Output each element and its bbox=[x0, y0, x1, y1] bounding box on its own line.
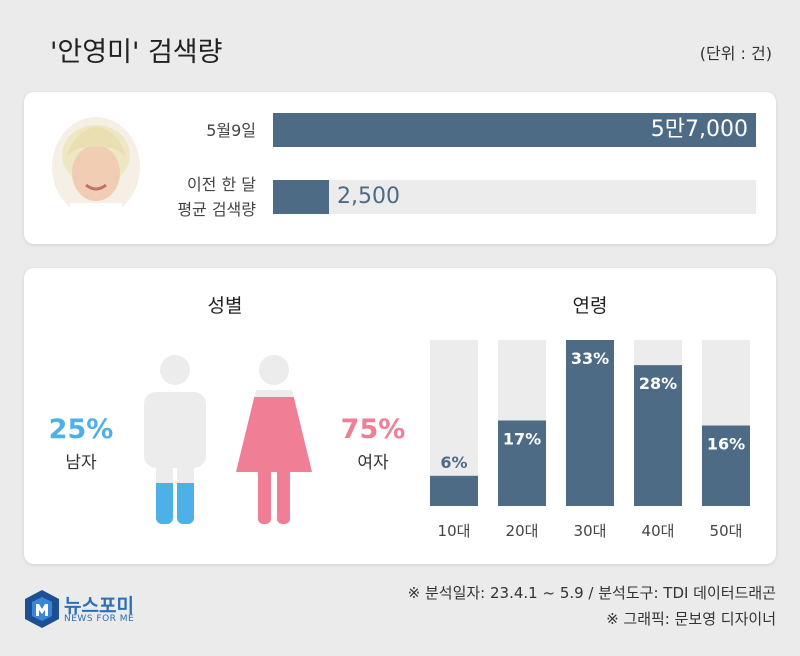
age-bar-0 bbox=[430, 475, 478, 506]
age-bar-1 bbox=[498, 420, 546, 506]
search-bar-1 bbox=[273, 180, 329, 214]
page-title: '안영미' 검색량 bbox=[50, 37, 223, 68]
male-figure-icon bbox=[144, 355, 206, 524]
row-label-1-line-1: 평균 검색량 bbox=[177, 200, 256, 219]
row-label-1-line-0: 이전 한 달 bbox=[186, 175, 256, 194]
male-pct: 25% bbox=[48, 414, 114, 445]
search-track-1 bbox=[273, 180, 756, 214]
age-bar-2 bbox=[566, 340, 614, 506]
age-category-label-3: 40대 bbox=[642, 522, 675, 540]
age-value-label-2: 33% bbox=[571, 349, 609, 368]
age-category-label-4: 50대 bbox=[710, 522, 743, 540]
search-value-1: 2,500 bbox=[337, 184, 400, 209]
age-category-label-2: 30대 bbox=[574, 522, 607, 540]
male-label: 남자 bbox=[65, 453, 97, 473]
age-value-label-4: 16% bbox=[707, 435, 745, 454]
age-value-label-3: 28% bbox=[639, 374, 677, 393]
logo-text: 뉴스포미 bbox=[64, 595, 134, 617]
age-chart-svg: 6% 10대 17% 20대 33% 30대 28% 40대 16% 50대 bbox=[430, 340, 750, 540]
row-label-0-line-0: 5월9일 bbox=[206, 121, 256, 140]
row-label-1: 이전 한 달 평균 검색량 bbox=[150, 172, 256, 222]
row-label-0: 5월9일 bbox=[150, 118, 256, 143]
gender-title: 성별 bbox=[207, 295, 243, 317]
avatar bbox=[52, 117, 140, 217]
age-chart: 6% 10대 17% 20대 33% 30대 28% 40대 16% 50대 bbox=[424, 340, 764, 546]
news-logo-icon bbox=[25, 590, 59, 628]
age-category-label-1: 20대 bbox=[506, 522, 539, 540]
female-pct: 75% bbox=[340, 414, 406, 445]
age-category-label-0: 10대 bbox=[438, 522, 471, 540]
source-note: ※ 분석일자: 23.4.1 ~ 5.9 / 분석도구: TDI 데이터드래곤 bbox=[407, 584, 776, 602]
search-value-0: 5만7,000 bbox=[650, 117, 748, 142]
age-value-label-1: 17% bbox=[503, 429, 541, 448]
logo-subtext: NEWS FOR ME bbox=[64, 614, 135, 624]
graphic-credit: ※ 그래픽: 문보영 디자이너 bbox=[606, 610, 776, 628]
age-bar-4 bbox=[702, 425, 750, 506]
age-title: 연령 bbox=[572, 295, 608, 317]
age-value-label-0: 6% bbox=[440, 453, 467, 472]
search-track-0 bbox=[273, 113, 756, 147]
age-bar-3 bbox=[634, 365, 682, 506]
female-label: 여자 bbox=[357, 453, 389, 473]
unit-note: (단위 : 건) bbox=[699, 44, 772, 63]
female-figure-icon bbox=[236, 355, 312, 524]
search-bar-0 bbox=[273, 113, 756, 147]
